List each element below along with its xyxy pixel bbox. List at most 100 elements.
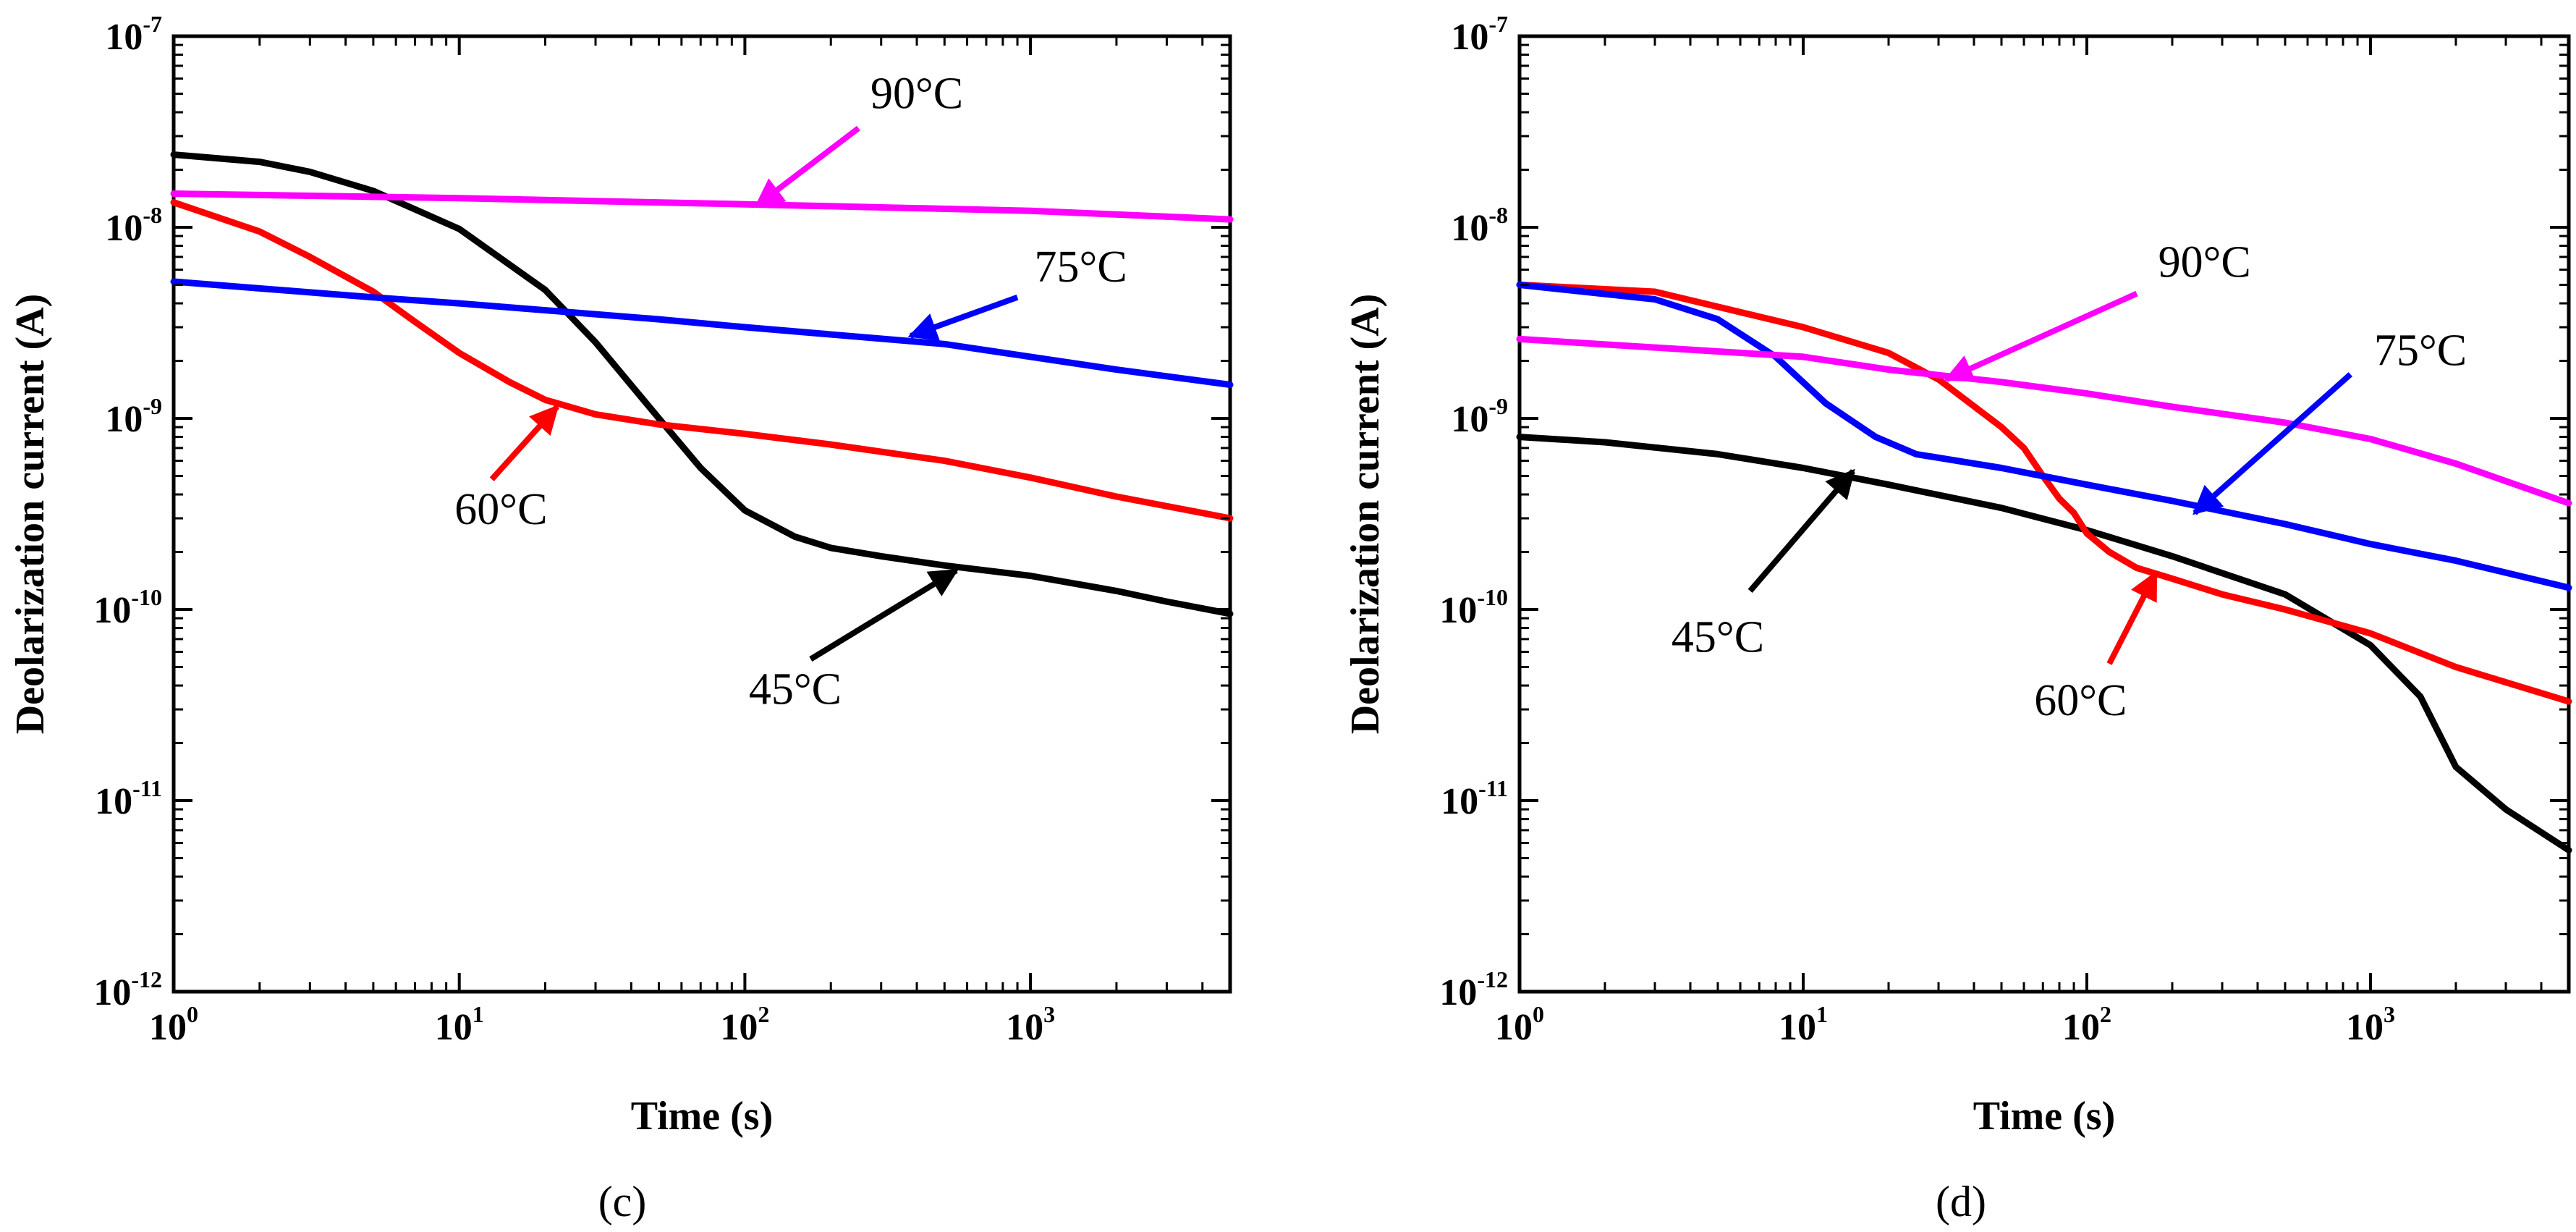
tick-exponent: -9 bbox=[1488, 393, 1508, 419]
x-tick-label: 100 bbox=[149, 1001, 198, 1048]
tick-exponent: -8 bbox=[143, 202, 162, 228]
tick-exponent: -11 bbox=[1478, 775, 1508, 801]
annotation-label-60-c: 60°C bbox=[2034, 676, 2127, 725]
plot-frame bbox=[1517, 34, 2571, 994]
tick-exponent: -7 bbox=[143, 11, 162, 37]
tick-base: 10 bbox=[105, 399, 143, 440]
x-axis-title: Time (s) bbox=[1973, 1094, 2116, 1139]
y-tick-label: 10-11 bbox=[95, 775, 162, 822]
tick-exponent: -10 bbox=[1477, 584, 1508, 610]
tick-exponent: 0 bbox=[187, 1001, 198, 1027]
tick-exponent: 2 bbox=[758, 1001, 769, 1027]
tick-base: 10 bbox=[720, 1007, 758, 1048]
panel-label: (d) bbox=[1936, 1178, 1986, 1225]
tick-exponent: -9 bbox=[143, 393, 162, 419]
series-line-60-c bbox=[1516, 282, 2572, 705]
panel-label: (c) bbox=[598, 1178, 647, 1225]
x-tick-label: 100 bbox=[1495, 1001, 1544, 1048]
annotation-label-45-c: 45°C bbox=[749, 665, 842, 714]
y-tick-label: 10-12 bbox=[93, 966, 162, 1013]
y-axis-title: Deolarization current (A) bbox=[8, 294, 53, 735]
y-tick-label: 10-12 bbox=[1439, 966, 1508, 1013]
x-tick-label: 101 bbox=[435, 1001, 484, 1048]
x-axis-title: Time (s) bbox=[631, 1094, 774, 1139]
series-line-45-c bbox=[170, 151, 1234, 617]
tick-base: 10 bbox=[1451, 17, 1488, 58]
tick-base: 10 bbox=[1451, 208, 1488, 249]
x-axis: 100 101 102 103 bbox=[149, 36, 1232, 1048]
y-tick-label: 10-9 bbox=[105, 393, 162, 440]
series-line-90-c bbox=[1516, 335, 2572, 507]
x-tick-label: 103 bbox=[2346, 1001, 2395, 1048]
tick-exponent: 0 bbox=[1533, 1001, 1544, 1027]
x-tick-label: 102 bbox=[720, 1001, 769, 1048]
tick-base: 10 bbox=[2062, 1007, 2100, 1048]
series-line-60-c bbox=[170, 199, 1234, 522]
tick-exponent: 2 bbox=[2100, 1001, 2111, 1027]
annotation-arrow-90-c bbox=[1944, 290, 2138, 382]
x-tick-label: 103 bbox=[1006, 1001, 1055, 1048]
annotation-arrow-75-c bbox=[907, 295, 1019, 341]
tick-base: 10 bbox=[435, 1007, 473, 1048]
tick-base: 10 bbox=[1451, 399, 1488, 440]
series-line-45-c bbox=[1516, 434, 2572, 853]
annotation-label-45-c: 45°C bbox=[1672, 613, 1764, 662]
annotation-label-90-c: 90°C bbox=[870, 69, 963, 118]
y-tick-label: 10-11 bbox=[1441, 775, 1508, 822]
tick-base: 10 bbox=[1495, 1007, 1533, 1048]
tick-exponent: -12 bbox=[131, 966, 162, 992]
tick-base: 10 bbox=[93, 972, 131, 1013]
tick-exponent: 1 bbox=[1816, 1001, 1828, 1027]
tick-exponent: 1 bbox=[473, 1001, 484, 1027]
annotation-arrow-60-c bbox=[2106, 570, 2158, 665]
chart-panel-c: 90°C75°C60°C45°C 10-1210-1110-1010-910-8… bbox=[8, 11, 1234, 1225]
tick-base: 10 bbox=[105, 17, 143, 58]
y-tick-label: 10-9 bbox=[1451, 393, 1508, 440]
chart-panel-d: 90°C75°C45°C60°C 10-1210-1110-1010-910-8… bbox=[1343, 11, 2572, 1225]
annotation-label-75-c: 75°C bbox=[2374, 326, 2467, 375]
tick-base: 10 bbox=[105, 208, 143, 249]
annotation-layer: 90°C 75°C 45°C 60°C bbox=[1672, 238, 2467, 725]
tick-exponent: 3 bbox=[1043, 1001, 1055, 1027]
annotation-layer: 90°C 75°C 60°C 45°C bbox=[454, 69, 1127, 714]
tick-exponent: -8 bbox=[1488, 202, 1508, 228]
tick-exponent: -10 bbox=[131, 584, 162, 610]
tick-base: 10 bbox=[2346, 1007, 2384, 1048]
series-line-90-c bbox=[170, 190, 1234, 223]
tick-base: 10 bbox=[1439, 972, 1477, 1013]
annotation-arrow-60-c bbox=[489, 405, 559, 481]
plot-frame bbox=[171, 34, 1232, 994]
tick-exponent: -11 bbox=[132, 775, 162, 801]
annotation-label-75-c: 75°C bbox=[1035, 242, 1127, 292]
tick-base: 10 bbox=[149, 1007, 187, 1048]
tick-exponent: -7 bbox=[1488, 11, 1508, 37]
y-tick-label: 10-7 bbox=[105, 11, 162, 58]
tick-base: 10 bbox=[93, 590, 131, 631]
tick-exponent: 3 bbox=[2384, 1001, 2395, 1027]
annotation-arrow-45-c bbox=[1747, 468, 1856, 594]
x-axis: 100 101 102 103 bbox=[1495, 36, 2570, 1048]
tick-base: 10 bbox=[1441, 781, 1478, 822]
annotation-arrow-75-c bbox=[2192, 372, 2352, 515]
y-axis-title: Deolarization current (A) bbox=[1343, 294, 1388, 735]
annotation-label-60-c: 60°C bbox=[454, 485, 547, 534]
y-tick-label: 10-10 bbox=[1439, 584, 1508, 631]
x-tick-label: 102 bbox=[2062, 1001, 2111, 1048]
tick-exponent: -12 bbox=[1477, 966, 1508, 992]
y-tick-label: 10-10 bbox=[93, 584, 162, 631]
annotation-label-90-c: 90°C bbox=[2158, 238, 2251, 287]
annotation-arrow-90-c bbox=[754, 125, 860, 208]
tick-base: 10 bbox=[1006, 1007, 1043, 1048]
series-layer bbox=[1516, 282, 2572, 853]
tick-base: 10 bbox=[1779, 1007, 1816, 1048]
y-tick-label: 10-8 bbox=[1451, 202, 1508, 249]
tick-base: 10 bbox=[1439, 590, 1477, 631]
series-layer bbox=[170, 151, 1234, 617]
y-tick-label: 10-8 bbox=[105, 202, 162, 249]
annotation-arrow-45-c bbox=[809, 568, 959, 662]
series-line-75-c bbox=[170, 278, 1234, 388]
y-tick-label: 10-7 bbox=[1451, 11, 1508, 58]
